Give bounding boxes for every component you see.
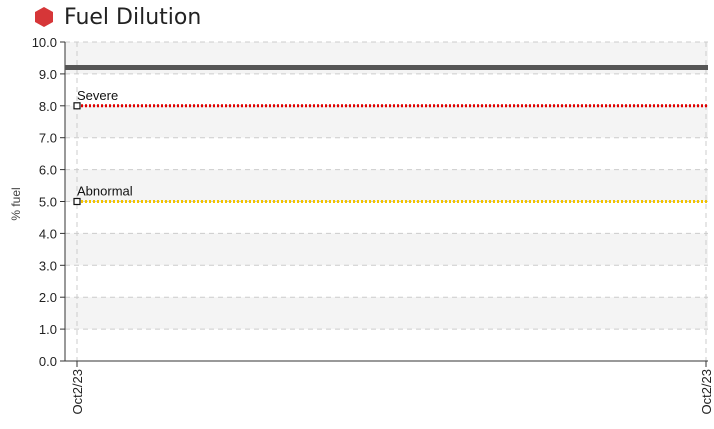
background-band [65, 169, 708, 202]
y-tick-label: 7.0 [39, 131, 57, 146]
y-tick-label: 2.0 [39, 290, 57, 305]
background-band [65, 233, 708, 266]
y-tick-label: 9.0 [39, 67, 57, 82]
y-tick-label: 10.0 [32, 35, 57, 50]
y-tick-label: 0.0 [39, 354, 57, 369]
gridlines [65, 41, 708, 361]
y-tick-label: 5.0 [39, 195, 57, 210]
y-tick-labels: 0.0 1.0 2.0 3.0 4.0 5.0 6.0 7.0 8.0 9.0 10.0 [32, 35, 57, 369]
y-tick-label: 6.0 [39, 163, 57, 178]
background-band [65, 105, 708, 138]
y-tick-label: 1.0 [39, 322, 57, 337]
axes [60, 41, 708, 367]
x-tick-labels: Oct2/23 Oct2/23 [70, 369, 714, 415]
y-tick-label: 8.0 [39, 99, 57, 114]
abnormal-threshold-label: Abnormal [77, 184, 133, 199]
x-tick-label: Oct2/23 [70, 369, 85, 415]
threshold-lines: Severe Abnormal [73, 88, 708, 206]
chart-title-bar: Fuel Dilution [34, 2, 201, 32]
severe-threshold-label: Severe [77, 88, 118, 103]
chart-title: Fuel Dilution [64, 4, 202, 30]
background-bands [65, 42, 708, 330]
red-hexagon-icon [35, 7, 53, 27]
y-tick-label: 4.0 [39, 226, 57, 241]
x-tick-label: Oct2/23 [699, 369, 714, 415]
abnormal-threshold-marker [73, 197, 81, 206]
severe-threshold-marker [73, 102, 81, 110]
y-axis-label: % fuel [9, 187, 23, 220]
background-band [65, 297, 708, 330]
y-tick-label: 3.0 [39, 258, 57, 273]
